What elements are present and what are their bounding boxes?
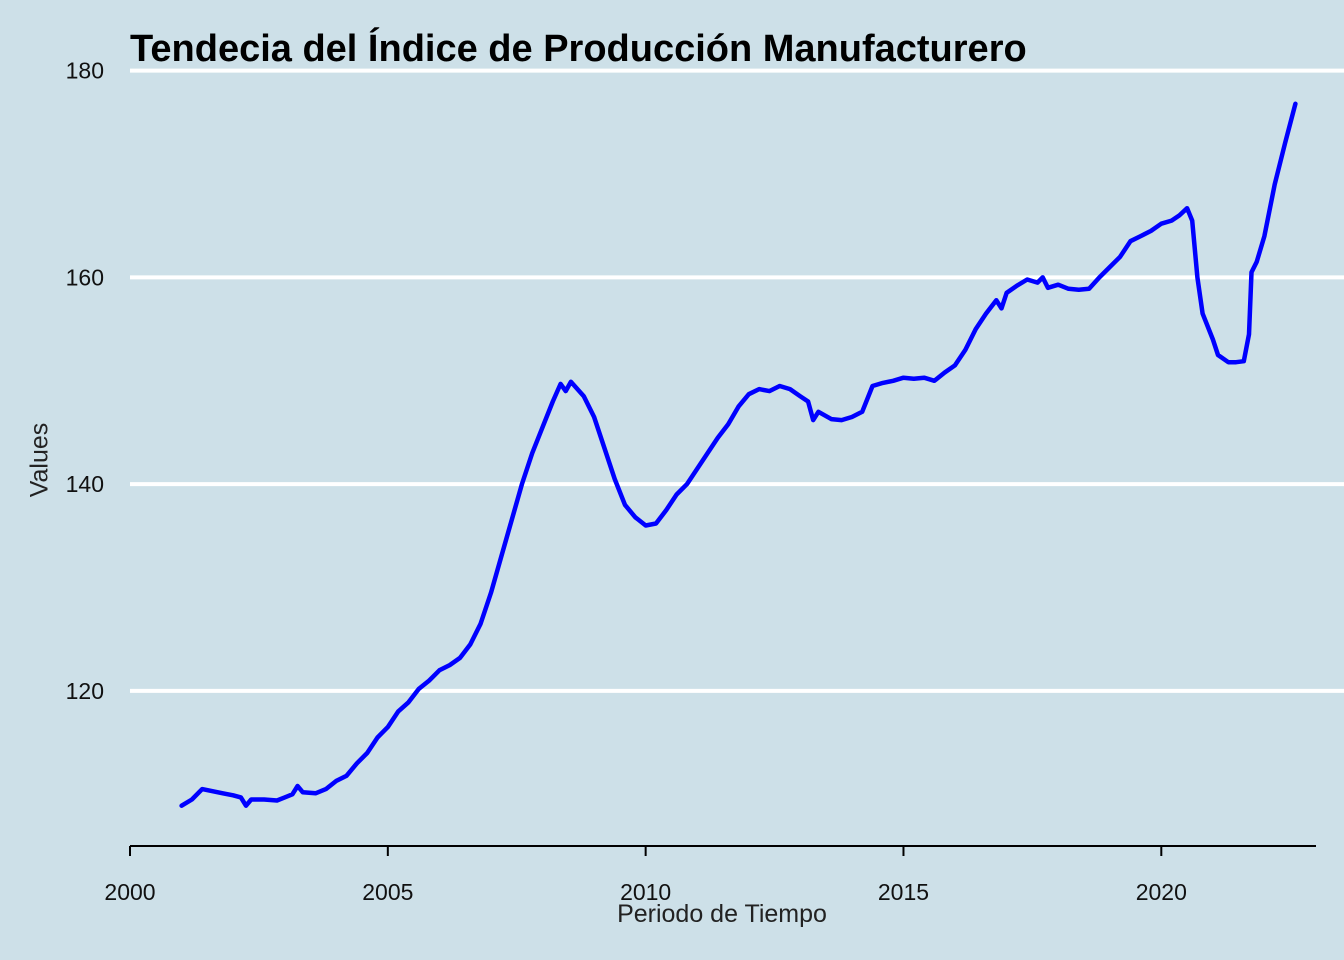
y-tick-label-140: 140 [66,471,104,497]
x-axis-label: Periodo de Tiempo [617,900,827,928]
y-axis-label: Values [25,422,54,498]
y-tick-label-160: 160 [66,264,104,290]
chart-title: Tendecia del Índice de Producción Manufa… [130,28,1027,70]
x-tick-label-2010: 2010 [620,879,671,905]
x-tick-label-2005: 2005 [362,879,413,905]
series-line-0 [179,101,1298,808]
x-tick-label-2000: 2000 [104,879,155,905]
x-tick-label-2015: 2015 [878,879,929,905]
y-tick-label-180: 180 [66,58,104,84]
y-tick-label-120: 120 [66,678,104,704]
x-tick-label-2020: 2020 [1136,879,1187,905]
